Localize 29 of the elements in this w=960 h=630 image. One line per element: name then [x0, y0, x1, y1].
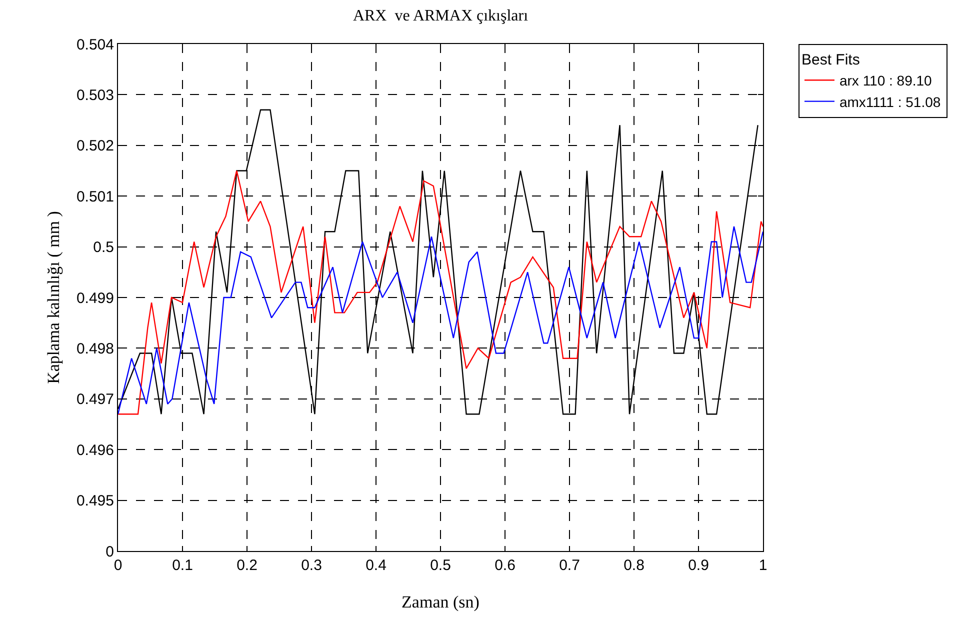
legend-label: amx1111 : 51.08	[839, 94, 941, 110]
y-tick-label: 0.496	[76, 442, 114, 459]
x-tick-label: 0.8	[624, 557, 644, 574]
x-tick-label: 0.9	[688, 557, 709, 574]
x-axis-title: Zaman (sn)	[402, 592, 480, 612]
line-series	[118, 226, 763, 415]
x-tick-label: 0.3	[301, 557, 322, 574]
x-tick-label: 0.2	[236, 557, 258, 574]
y-tick-label: 0.503	[76, 86, 114, 104]
y-tick-label: 0.495	[76, 492, 114, 510]
y-tick-label: 0.497	[76, 391, 114, 408]
x-tick-label: 0.5	[430, 557, 451, 574]
chart-title: ARX ve ARMAX çıkışları	[352, 8, 529, 25]
y-tick-label: 0.5	[93, 239, 114, 256]
legend-title: Best Fits	[801, 52, 860, 68]
y-tick-label: 0.501	[76, 188, 114, 206]
x-tick-label: 0.4	[366, 557, 386, 574]
y-tick-label: 0.504	[76, 36, 114, 54]
x-tick-label: 0.1	[172, 557, 193, 574]
legend-label: arx 110 : 89.10	[839, 72, 932, 89]
y-tick-label: 0.499	[76, 290, 114, 307]
y-axis-title: Kaplama kalınlığı ( mm )	[44, 211, 64, 384]
y-tick-label: 0	[106, 543, 114, 560]
line-series	[118, 170, 763, 415]
x-tick-label: 0.6	[494, 557, 516, 574]
y-tick-label: 0.498	[76, 340, 114, 358]
y-tick-label: 0.502	[76, 138, 114, 155]
x-tick-label: 0.7	[559, 557, 580, 574]
x-tick-label: 1	[758, 557, 768, 574]
